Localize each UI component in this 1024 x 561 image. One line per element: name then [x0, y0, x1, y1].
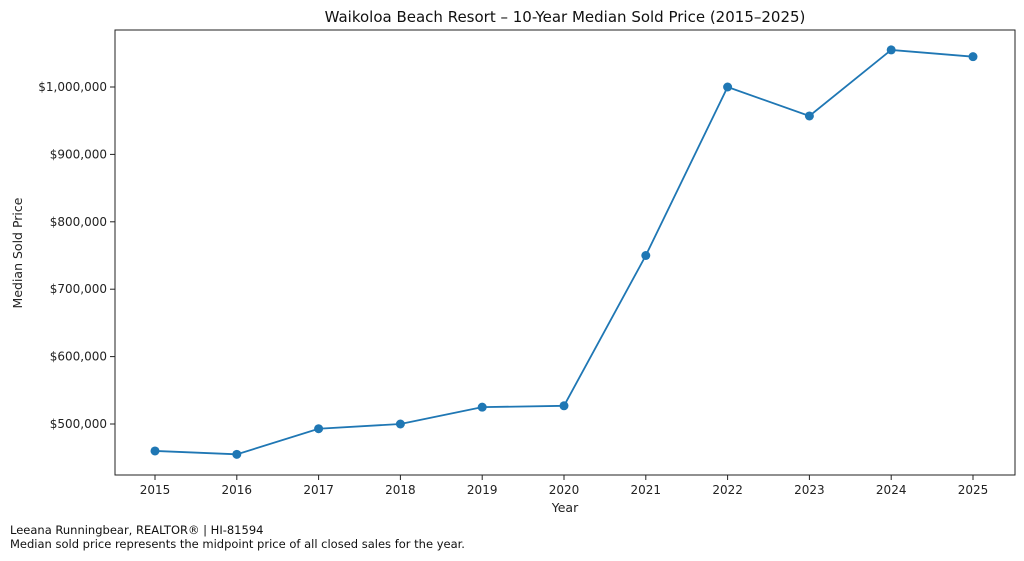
data-point	[232, 449, 242, 459]
y-axis: $500,000 $600,000 $700,000 $800,000 $900,000…	[38, 80, 115, 431]
data-point	[641, 251, 651, 260]
footer-attribution: Leeana Runningbear, REALTOR® | HI-81594	[10, 523, 264, 537]
y-tick-label: $1,000,000	[38, 80, 107, 94]
y-tick-label: $700,000	[50, 282, 107, 296]
plot-area	[114, 29, 1016, 476]
footer-note: Median sold price represents the midpoin…	[10, 537, 465, 551]
data-point	[150, 446, 160, 456]
x-tick-label: 2021	[631, 483, 662, 497]
data-point	[477, 402, 487, 412]
chart-title: Waikoloa Beach Resort – 10-Year Median S…	[325, 8, 806, 26]
x-tick-label: 2025	[958, 483, 989, 497]
x-tick-label: 2018	[385, 483, 416, 497]
data-series	[150, 45, 978, 459]
x-tick-label: 2017	[303, 483, 334, 497]
data-point	[395, 419, 405, 429]
x-tick-label: 2024	[876, 483, 907, 497]
data-point	[559, 401, 569, 411]
data-point	[968, 52, 978, 62]
x-axis-label: Year	[551, 500, 579, 515]
x-tick-label: 2023	[794, 483, 825, 497]
y-axis-label: Median Sold Price	[10, 197, 25, 308]
y-tick-label: $800,000	[50, 215, 107, 229]
line-chart: Waikoloa Beach Resort – 10-Year Median S…	[10, 8, 1016, 515]
data-point	[886, 45, 896, 55]
footer-notes: Leeana Runningbear, REALTOR® | HI-81594 …	[10, 523, 465, 551]
x-tick-label: 2022	[712, 483, 743, 497]
x-tick-label: 2016	[222, 483, 253, 497]
x-tick-label: 2020	[549, 483, 580, 497]
y-tick-label: $600,000	[50, 350, 107, 364]
x-axis: 2015 2016 2017 2018 2019 2020 2021 2022 2023 2024…	[140, 475, 989, 497]
y-tick-label: $900,000	[50, 147, 107, 161]
x-tick-label: 2015	[140, 483, 171, 497]
data-point	[804, 111, 814, 121]
x-tick-label: 2019	[467, 483, 498, 497]
data-point	[723, 82, 733, 92]
data-point	[314, 424, 324, 434]
y-tick-label: $500,000	[50, 417, 107, 431]
